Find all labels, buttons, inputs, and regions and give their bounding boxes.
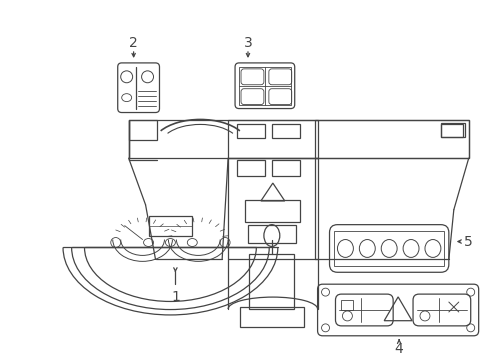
Bar <box>228 121 318 158</box>
Bar <box>315 121 469 158</box>
Text: 5: 5 <box>465 234 473 248</box>
Bar <box>248 225 295 243</box>
Text: 2: 2 <box>129 36 138 50</box>
Text: 1: 1 <box>171 290 180 304</box>
Bar <box>228 158 318 260</box>
Bar <box>272 160 300 176</box>
Bar <box>240 307 304 327</box>
Bar <box>129 121 156 140</box>
Bar <box>441 125 463 137</box>
Bar <box>272 125 300 138</box>
Bar <box>237 125 265 138</box>
Bar <box>441 123 465 137</box>
Bar <box>239 67 291 105</box>
Text: 3: 3 <box>244 36 252 50</box>
Bar <box>129 121 469 158</box>
Text: 4: 4 <box>395 342 403 356</box>
Bar <box>237 160 265 176</box>
Bar <box>245 200 300 222</box>
Bar <box>342 300 353 310</box>
Bar <box>335 231 444 266</box>
Bar <box>148 216 192 235</box>
Bar <box>249 255 294 309</box>
